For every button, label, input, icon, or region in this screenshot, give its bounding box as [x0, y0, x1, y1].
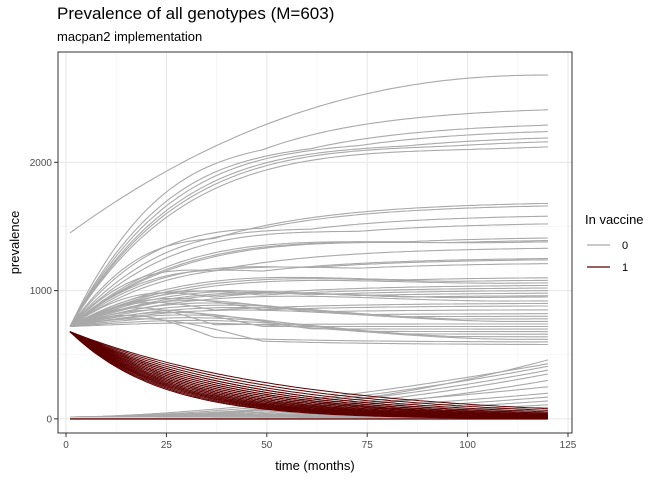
series-1-line	[69, 331, 548, 414]
x-axis-label: time (months)	[275, 458, 354, 473]
series-1-line	[69, 331, 548, 415]
plot-frame	[57, 51, 573, 434]
series-0-line	[69, 297, 548, 327]
series-1-line	[69, 331, 548, 413]
y-axis-label: prevalence	[7, 211, 22, 275]
series-0-line	[69, 322, 548, 340]
x-tick-label: 75	[362, 440, 374, 451]
y-tick-label: 2000	[30, 158, 53, 169]
series-0-line	[69, 141, 548, 327]
series-1-line	[69, 331, 548, 410]
series-0-line	[69, 137, 548, 327]
series-0-line	[69, 215, 548, 327]
series-1-line	[69, 331, 548, 411]
series-0-line	[69, 319, 548, 338]
series-1-line	[69, 331, 548, 417]
series-0-line	[69, 124, 548, 327]
series-0-line	[69, 287, 548, 327]
chart-subtitle: macpan2 implementation	[57, 29, 203, 44]
series-0-line	[69, 284, 548, 327]
x-tick-label: 100	[459, 440, 476, 451]
series-0-line	[69, 290, 548, 327]
series-0-line	[69, 74, 548, 234]
legend-label-1: 1	[622, 262, 628, 274]
series-0-line	[69, 278, 548, 327]
series-1-line	[69, 331, 548, 417]
series-0-line	[69, 130, 548, 327]
series-0-line	[69, 241, 548, 327]
x-tick-label: 125	[560, 440, 577, 451]
series-0-line	[69, 314, 548, 343]
series-0-line	[69, 109, 548, 327]
legend: In vaccine 0 1	[585, 212, 644, 274]
series-0-line	[69, 247, 548, 327]
series-0-line	[69, 301, 548, 327]
series-0-line	[69, 292, 548, 328]
series-group-1	[69, 331, 548, 420]
series-1-line	[69, 331, 548, 419]
panel-border	[57, 51, 573, 434]
series-0-line	[69, 263, 548, 327]
series-0-line	[69, 309, 548, 328]
axes: 0 25 50 75 100 125 0 1000 2000 time (months) preva…	[7, 158, 577, 473]
series-0-line	[69, 318, 548, 346]
series-group-0	[69, 74, 549, 419]
series-0-line	[69, 146, 548, 327]
series-0-line	[69, 237, 548, 327]
series-1-line	[69, 331, 548, 418]
series-1-line	[69, 331, 548, 416]
series-0-line	[69, 205, 548, 327]
legend-title: In vaccine	[585, 212, 644, 227]
y-tick-label: 0	[46, 414, 52, 425]
x-tick-label: 25	[161, 440, 173, 451]
x-tick-label: 50	[261, 440, 273, 451]
series-0-line	[69, 202, 548, 327]
series-0-line	[69, 223, 548, 327]
chart-title: Prevalence of all genotypes (M=603)	[57, 4, 335, 23]
series-0-line	[69, 307, 548, 328]
legend-label-0: 0	[622, 240, 628, 252]
series-0-line	[69, 311, 548, 330]
y-tick-label: 1000	[30, 286, 53, 297]
series-0-line	[69, 363, 548, 418]
x-tick-label: 0	[63, 440, 69, 451]
series-0-line	[69, 240, 548, 327]
series-0-line	[69, 307, 548, 328]
